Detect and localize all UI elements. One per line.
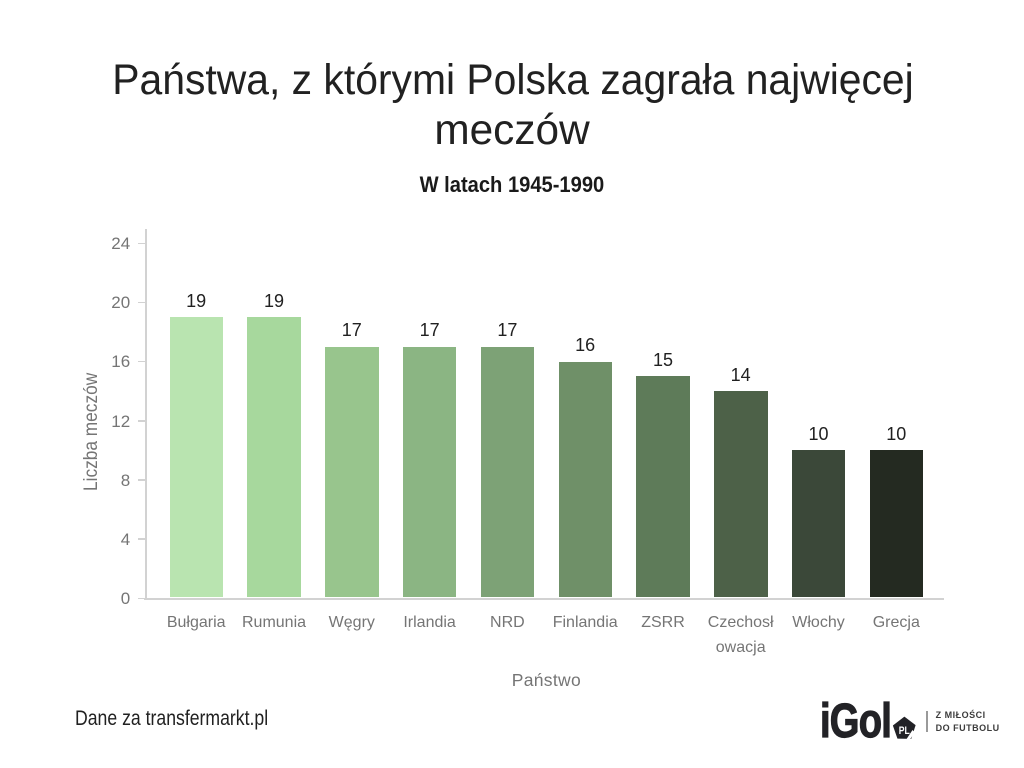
svg-text:PL: PL (899, 725, 910, 737)
